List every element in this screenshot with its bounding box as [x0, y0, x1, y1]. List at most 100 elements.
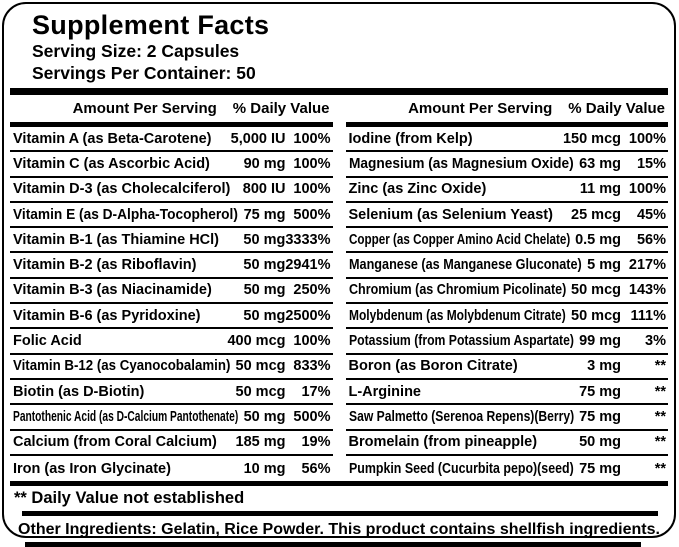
nutrient-name: Manganese (as Manganese Gluconate) — [348, 257, 582, 274]
nutrient-name: Molybdenum (as Molybdenum Citrate) — [348, 307, 566, 324]
amount-per-serving-header: Amount Per Serving — [72, 100, 217, 117]
column-header-divider — [345, 122, 668, 127]
nutrient-amount: 50 mg — [579, 434, 621, 451]
nutrient-amount: 5,000 IU — [230, 130, 286, 147]
nutrient-daily-value: 100% — [293, 181, 331, 198]
nutrient-daily-value: 833% — [293, 358, 331, 375]
nutrient-name: Iron (as Iron Glycinate) — [13, 460, 171, 477]
nutrient-name: Boron (as Boron Citrate) — [348, 358, 518, 375]
nutrient-name: Saw Palmetto (Serenoa Repens)(Berry) — [348, 408, 574, 425]
nutrient-name: Vitamin E (as D-Alpha-Tocopherol) — [13, 206, 238, 223]
table-row: Saw Palmetto (Serenoa Repens)(Berry) 75 m… — [345, 405, 668, 431]
table-row: Zinc (as Zinc Oxide) 11 mg 100% — [345, 178, 668, 203]
table-row: L-Arginine 75 mg ** — [345, 380, 668, 406]
nutrient-daily-value: 100% — [293, 333, 331, 350]
nutrient-daily-value: ** — [654, 358, 666, 375]
nutrient-daily-value: 56% — [301, 460, 331, 477]
nutrient-amount: 50 mg — [243, 282, 286, 299]
nutrient-name: Chromium (as Chromium Picolinate) — [348, 282, 566, 299]
nutrient-amount: 75 mg — [579, 408, 621, 425]
nutrient-name: Selenium (as Selenium Yeast) — [348, 206, 553, 223]
nutrient-rows-right: Iodine (from Kelp) 150 mcg 100% Magnesium (… — [345, 127, 669, 481]
nutrient-name: Calcium (from Coral Calcium) — [13, 434, 217, 451]
nutrient-daily-value: 3% — [645, 333, 666, 350]
nutrient-name: L-Arginine — [348, 383, 422, 400]
nutrient-name: Copper (as Copper Amino Acid Chelate) — [348, 231, 570, 248]
table-row: Vitamin B-12 (as Cyanocobalamin) 50 mcg 83… — [10, 355, 333, 380]
footnote-divider-bar — [22, 511, 658, 517]
nutrient-daily-value: 56% — [636, 231, 666, 248]
nutrient-daily-value: 15% — [636, 155, 666, 172]
column-headers-right: Amount Per Serving % Daily Value — [346, 95, 669, 122]
nutrient-daily-value: 217% — [628, 257, 666, 274]
table-row: Vitamin E (as D-Alpha-Tocopherol) 75 mg 50… — [10, 203, 333, 229]
nutrient-daily-value: 143% — [628, 282, 666, 299]
table-row: Iron (as Iron Glycinate) 10 mg 56% — [10, 456, 333, 481]
nutrient-amount: 90 mg — [243, 155, 286, 172]
nutrient-amount: 50 mg — [243, 257, 286, 274]
table-row: Vitamin B-2 (as Riboflavin) 50 mg 2941% — [10, 253, 333, 279]
table-row: Pumpkin Seed (Cucurbita pepo)(seed) 75 mg… — [346, 456, 669, 481]
table-row: Copper (as Copper Amino Acid Chelate) 0.5… — [345, 228, 668, 254]
nutrient-daily-value: ** — [654, 460, 666, 477]
nutrient-name: Pantothenic Acid (as D-Calcium Pantothen… — [13, 408, 239, 425]
table-row: Biotin (as D-Biotin) 50 mcg 17% — [10, 380, 333, 406]
table-bottom-bar — [10, 481, 668, 487]
table-row: Vitamin B-3 (as Niacinamide) 50 mg 250% — [10, 279, 333, 305]
nutrient-daily-value: 2941% — [285, 257, 331, 274]
nutrient-amount: 50 mg — [243, 307, 286, 324]
servings-per-container-text: Servings Per Container: 50 — [32, 62, 256, 83]
nutrient-amount: 25 mcg — [571, 206, 621, 223]
table-row: Magnesium (as Magnesium Oxide) 63 mg 15% — [345, 152, 668, 178]
table-row: Vitamin C (as Ascorbic Acid) 90 mg 100% — [10, 152, 333, 178]
nutrient-name: Zinc (as Zinc Oxide) — [348, 181, 487, 198]
nutrient-name: Vitamin B-3 (as Niacinamide) — [13, 282, 212, 299]
nutrient-daily-value: 100% — [293, 130, 331, 147]
nutrient-daily-value: 100% — [293, 155, 331, 172]
nutrient-name: Biotin (as D-Biotin) — [13, 383, 145, 400]
label-bottom-edge — [25, 542, 641, 547]
column-header-divider — [10, 122, 333, 127]
nutrient-name: Iodine (from Kelp) — [348, 130, 473, 147]
nutrient-rows-left: Vitamin A (as Beta-Carotene) 5,000 IU 100%… — [10, 127, 333, 481]
nutrient-name: Potassium (from Potassium Aspartate) — [348, 333, 574, 350]
daily-value-header: % Daily Value — [232, 100, 330, 117]
table-row: Bromelain (from pineapple) 50 mg ** — [345, 431, 668, 456]
daily-value-header: % Daily Value — [568, 100, 665, 117]
supplement-facts-label: Supplement Facts Serving Size: 2 Capsule… — [2, 2, 676, 538]
nutrient-name: Vitamin B-6 (as Pyridoxine) — [13, 307, 201, 324]
nutrient-amount: 50 mcg — [235, 383, 286, 400]
nutrient-daily-value: 2500% — [285, 307, 331, 324]
table-row: Iodine (from Kelp) 150 mcg 100% — [345, 127, 668, 153]
nutrient-daily-value: 17% — [301, 383, 331, 400]
table-row: Chromium (as Chromium Picolinate) 50 mcg 1… — [345, 279, 668, 305]
nutrient-amount: 50 mcg — [571, 282, 621, 299]
amount-per-serving-header: Amount Per Serving — [408, 100, 553, 117]
nutrient-amount: 50 mg — [243, 408, 286, 425]
table-row: Selenium (as Selenium Yeast) 25 mcg 45% — [345, 203, 668, 229]
nutrient-amount: 75 mg — [579, 460, 621, 477]
table-row: Vitamin A (as Beta-Carotene) 5,000 IU 100% — [10, 127, 333, 153]
nutrient-name: Vitamin C (as Ascorbic Acid) — [13, 155, 210, 172]
nutrition-columns: Amount Per Serving % Daily Value Vitamin… — [10, 95, 668, 481]
nutrient-amount: 3 mg — [587, 358, 621, 375]
nutrient-name: Pumpkin Seed (Cucurbita pepo)(seed) — [348, 460, 574, 477]
table-row: Molybdenum (as Molybdenum Citrate) 50 mcg… — [345, 304, 668, 330]
table-row: Boron (as Boron Citrate) 3 mg ** — [345, 355, 668, 380]
nutrient-daily-value: 250% — [293, 282, 331, 299]
table-row: Vitamin D-3 (as Cholecalciferol) 800 IU 10… — [10, 178, 333, 203]
nutrient-daily-value: ** — [654, 434, 666, 451]
table-row: Vitamin B-1 (as Thiamine HCl) 50 mg 3333% — [10, 228, 333, 254]
table-row: Pantothenic Acid (as D-Calcium Pantothen… — [10, 405, 333, 431]
page-title: Supplement Facts — [32, 10, 270, 40]
nutrient-amount: 75 mg — [243, 206, 286, 223]
table-row: Folic Acid 400 mcg 100% — [10, 329, 333, 355]
label-header: Supplement Facts Serving Size: 2 Capsule… — [4, 4, 674, 84]
column-headers-left: Amount Per Serving % Daily Value — [10, 95, 333, 122]
nutrient-daily-value: ** — [654, 383, 666, 400]
nutrient-amount: 75 mg — [579, 383, 621, 400]
nutrient-amount: 150 mcg — [562, 130, 621, 147]
nutrient-amount: 800 IU — [242, 181, 286, 198]
nutrient-amount: 400 mcg — [227, 333, 286, 350]
nutrient-name: Vitamin B-1 (as Thiamine HCl) — [13, 231, 219, 248]
